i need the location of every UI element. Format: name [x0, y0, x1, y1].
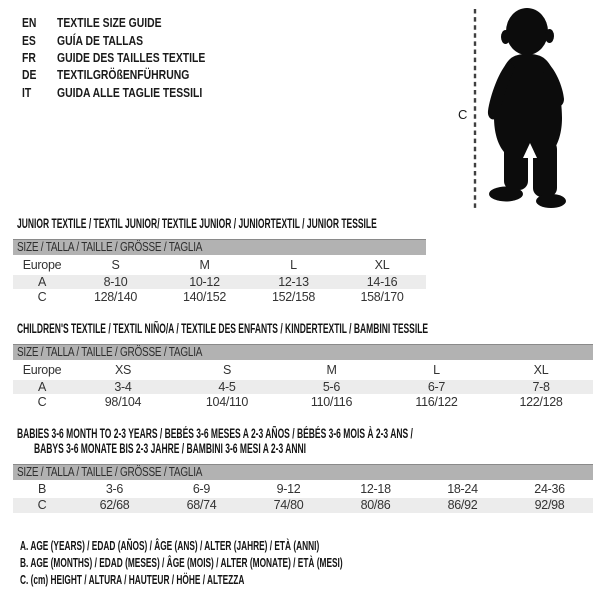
size-header-label: SIZE / TALLA / TAILLE / GRÖSSE / TAGLIA	[17, 465, 203, 480]
table-header-row: SIZE / TALLA / TAILLE / GRÖSSE / TAGLIA	[13, 344, 594, 360]
language-code: IT	[22, 84, 32, 100]
table-cell: 68/74	[186, 498, 217, 512]
table-cell: 110/116	[310, 394, 353, 409]
table-row: C 128/140 140/152 152/158 158/170	[13, 289, 426, 305]
size-header-label: SIZE / TALLA / TAILLE / GRÖSSE / TAGLIA	[17, 240, 203, 255]
table-row: A 3-4 4-5 5-6 6-7 7-8	[13, 379, 594, 394]
row-label: Europe	[22, 257, 62, 272]
footnotes-legend: A. AGE (YEARS) / EDAD (AÑOS) / ÂGE (ANS)…	[20, 537, 524, 589]
table-cell: 152/158	[271, 289, 316, 304]
language-code: ES	[22, 32, 36, 48]
row-label: Europe	[22, 362, 62, 377]
table-cell: 140/152	[182, 289, 227, 304]
table-header-row: SIZE / TALLA / TAILLE / GRÖSSE / TAGLIA	[13, 464, 594, 480]
language-title: GUIDE DES TAILLES TEXTILE	[57, 49, 206, 65]
table-cell: 3-4	[114, 379, 132, 394]
language-header: EN TEXTILE SIZE GUIDE ES GUÍA DE TALLAS …	[22, 14, 242, 101]
table-cell: S	[222, 362, 232, 377]
baby-silhouette-figure: C	[458, 8, 566, 211]
table-cell: 9-12	[276, 481, 301, 496]
table-cell: 12-13	[278, 274, 309, 289]
table-cell: 5-6	[322, 379, 341, 394]
height-label: C	[458, 107, 467, 122]
table-cell: XS	[114, 362, 132, 377]
section-title-children: CHILDREN'S TEXTILE / TEXTIL NIÑO/A / TEX…	[17, 321, 429, 336]
language-row-en: EN TEXTILE SIZE GUIDE	[22, 14, 242, 31]
table-cell: L	[433, 362, 440, 377]
table-cell: XL	[374, 257, 390, 272]
language-title: GUIDA ALLE TAGLIE TESSILI	[57, 84, 203, 100]
table-header-row: SIZE / TALLA / TAILLE / GRÖSSE / TAGLIA	[13, 239, 427, 255]
table-row: C 98/104 104/110 110/116 116/122 122/128	[13, 394, 593, 410]
table-cell: 158/170	[360, 289, 404, 304]
row-label: A	[37, 274, 47, 289]
row-label: C	[37, 289, 47, 304]
table-cell: L	[290, 257, 297, 272]
table-cell: M	[199, 257, 210, 272]
table-cell: 10-12	[189, 274, 220, 289]
table-cell: XL	[533, 362, 549, 377]
footnote-c: C. (cm) HEIGHT / ALTURA / HAUTEUR / HÖHE…	[20, 572, 245, 588]
language-title: GUÍA DE TALLAS	[57, 32, 144, 48]
table-cell: 74/80	[273, 498, 304, 512]
table-cell: 6-7	[427, 379, 446, 394]
table-cell: 116/122	[415, 394, 458, 409]
table-row: B 3-6 6-9 9-12 12-18 18-24 24-36	[13, 480, 593, 498]
table-row: Europe S M L XL	[13, 255, 426, 275]
table-cell: 14-16	[366, 274, 398, 289]
table-cell: 80/86	[360, 498, 391, 512]
table-cell: 6-9	[192, 481, 211, 496]
table-row: Europe XS S M L XL	[13, 360, 593, 380]
row-label: C	[37, 498, 47, 512]
table-cell: 18-24	[447, 481, 478, 496]
children-size-table: SIZE / TALLA / TAILLE / GRÖSSE / TAGLIA …	[13, 344, 594, 410]
table-row: A 8-10 10-12 12-13 14-16	[13, 274, 427, 289]
row-label: A	[37, 379, 47, 394]
table-cell: 7-8	[532, 379, 550, 394]
language-title: TEXTILE SIZE GUIDE	[57, 15, 162, 31]
row-label: C	[37, 394, 47, 409]
section-title-junior: JUNIOR TEXTILE / TEXTIL JUNIOR/ TEXTILE …	[17, 216, 377, 231]
table-cell: 104/110	[205, 394, 249, 409]
table-cell: 122/128	[519, 394, 563, 409]
section-title-babies-line1: BABIES 3-6 MONTH TO 2-3 YEARS / BEBÉS 3-…	[17, 426, 413, 441]
junior-size-table: SIZE / TALLA / TAILLE / GRÖSSE / TAGLIA …	[13, 239, 427, 305]
language-row-es: ES GUÍA DE TALLAS	[22, 31, 242, 48]
language-code: EN	[22, 15, 37, 31]
footnote-a: A. AGE (YEARS) / EDAD (AÑOS) / ÂGE (ANS)…	[20, 538, 320, 553]
table-cell: 62/68	[99, 498, 130, 512]
table-cell: 128/140	[93, 289, 138, 304]
table-cell: 24-36	[534, 481, 565, 496]
section-title-babies-line2: BABYS 3-6 MONATE BIS 2-3 JAHRE / BAMBINI…	[34, 441, 307, 456]
table-cell: 92/98	[534, 498, 565, 512]
language-code: FR	[22, 49, 36, 65]
table-cell: 3-6	[105, 481, 124, 496]
table-cell: M	[326, 362, 337, 377]
table-cell: 8-10	[103, 274, 128, 289]
section-title-babies: BABIES 3-6 MONTH TO 2-3 YEARS / BEBÉS 3-…	[17, 426, 600, 456]
language-title: TEXTILGRÖßENFÜHRUNG	[57, 67, 190, 83]
table-cell: 12-18	[360, 481, 391, 496]
babies-size-table: SIZE / TALLA / TAILLE / GRÖSSE / TAGLIA …	[13, 464, 594, 513]
language-row-de: DE TEXTILGRÖßENFÜHRUNG	[22, 66, 242, 83]
size-header-label: SIZE / TALLA / TAILLE / GRÖSSE / TAGLIA	[17, 345, 203, 360]
table-cell: S	[111, 257, 120, 272]
language-row-it: IT GUIDA ALLE TAGLIE TESSILI	[22, 84, 242, 101]
table-cell: 4-5	[218, 379, 236, 394]
table-row: C 62/68 68/74 74/80 80/86 86/92 92/98	[13, 497, 594, 513]
language-row-fr: FR GUIDE DES TAILLES TEXTILE	[22, 49, 242, 66]
table-cell: 98/104	[104, 394, 142, 409]
row-label: B	[37, 481, 47, 496]
table-cell: 86/92	[447, 498, 478, 512]
baby-figure-icon	[487, 8, 566, 208]
footnote-b: B. AGE (MONTHS) / EDAD (MESES) / ÂGE (MO…	[20, 555, 343, 571]
language-code: DE	[22, 67, 37, 83]
